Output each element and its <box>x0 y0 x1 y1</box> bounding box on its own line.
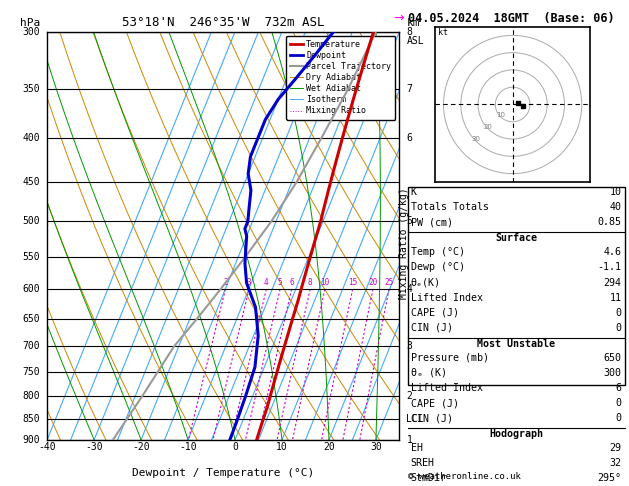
Text: -10: -10 <box>179 442 197 451</box>
Text: 40: 40 <box>610 202 621 212</box>
Text: 0: 0 <box>615 413 621 423</box>
Text: 650: 650 <box>23 314 40 324</box>
Text: CIN (J): CIN (J) <box>411 413 453 423</box>
Text: 8: 8 <box>406 27 413 36</box>
Text: 4: 4 <box>406 284 413 294</box>
Text: ASL: ASL <box>406 35 424 46</box>
Text: 800: 800 <box>23 391 40 401</box>
Text: 6: 6 <box>615 383 621 393</box>
Text: 750: 750 <box>23 367 40 377</box>
Text: © weatheronline.co.uk: © weatheronline.co.uk <box>408 472 520 481</box>
Text: 400: 400 <box>23 134 40 143</box>
Text: 10: 10 <box>276 442 288 451</box>
Text: θₑ (K): θₑ (K) <box>411 368 447 378</box>
Text: 300: 300 <box>23 27 40 36</box>
Text: Dewp (°C): Dewp (°C) <box>411 262 465 273</box>
Text: Pressure (mb): Pressure (mb) <box>411 353 489 363</box>
Text: Temp (°C): Temp (°C) <box>411 247 465 258</box>
Text: 450: 450 <box>23 177 40 187</box>
Text: 32: 32 <box>610 458 621 469</box>
Text: Most Unstable: Most Unstable <box>477 339 555 349</box>
Text: 294: 294 <box>603 278 621 288</box>
Text: 4: 4 <box>264 278 269 287</box>
Text: →: → <box>393 12 404 25</box>
Text: -20: -20 <box>132 442 150 451</box>
Text: 2: 2 <box>223 278 228 287</box>
Text: 500: 500 <box>23 216 40 226</box>
Text: -30: -30 <box>86 442 103 451</box>
Text: 550: 550 <box>23 252 40 262</box>
Text: 700: 700 <box>23 342 40 351</box>
Text: 30: 30 <box>370 442 382 451</box>
Text: Lifted Index: Lifted Index <box>411 383 482 393</box>
Text: 0.85: 0.85 <box>598 217 621 227</box>
Text: 6: 6 <box>406 134 413 143</box>
Text: 04.05.2024  18GMT  (Base: 06): 04.05.2024 18GMT (Base: 06) <box>408 12 614 25</box>
Text: 10: 10 <box>320 278 330 287</box>
Text: CAPE (J): CAPE (J) <box>411 398 459 408</box>
Text: 650: 650 <box>603 353 621 363</box>
Text: CAPE (J): CAPE (J) <box>411 308 459 318</box>
Text: -1.1: -1.1 <box>598 262 621 273</box>
Text: 20: 20 <box>484 123 493 130</box>
Text: StmDir: StmDir <box>411 473 447 484</box>
Text: CIN (J): CIN (J) <box>411 323 453 333</box>
Text: PW (cm): PW (cm) <box>411 217 453 227</box>
Text: hPa: hPa <box>20 17 40 28</box>
Text: 5: 5 <box>278 278 282 287</box>
Text: Mixing Ratio (g/kg): Mixing Ratio (g/kg) <box>399 187 409 299</box>
Text: SREH: SREH <box>411 458 435 469</box>
Text: Totals Totals: Totals Totals <box>411 202 489 212</box>
Text: LCL: LCL <box>406 414 424 424</box>
Text: Hodograph: Hodograph <box>489 429 543 439</box>
Text: 4.6: 4.6 <box>603 247 621 258</box>
Text: 11: 11 <box>610 293 621 303</box>
Text: 0: 0 <box>615 398 621 408</box>
Text: 0: 0 <box>232 442 238 451</box>
Text: 850: 850 <box>23 414 40 424</box>
Text: 20: 20 <box>369 278 377 287</box>
Text: 5: 5 <box>406 216 413 226</box>
Text: 30: 30 <box>472 136 481 142</box>
Text: 29: 29 <box>610 443 621 453</box>
Text: 7: 7 <box>406 84 413 94</box>
Text: 8: 8 <box>308 278 313 287</box>
Text: 6: 6 <box>289 278 294 287</box>
Text: 25: 25 <box>384 278 394 287</box>
Text: 15: 15 <box>348 278 357 287</box>
Text: 350: 350 <box>23 84 40 94</box>
Text: 900: 900 <box>23 435 40 445</box>
Text: 300: 300 <box>603 368 621 378</box>
Text: km: km <box>406 17 420 28</box>
Text: 0: 0 <box>615 323 621 333</box>
Text: K: K <box>411 187 417 197</box>
Text: kt: kt <box>438 28 448 37</box>
Text: 3: 3 <box>247 278 252 287</box>
Text: 0: 0 <box>615 308 621 318</box>
Text: -40: -40 <box>38 442 56 451</box>
Text: EH: EH <box>411 443 423 453</box>
Text: 10: 10 <box>496 112 505 118</box>
Text: 3: 3 <box>406 342 413 351</box>
Text: 1: 1 <box>406 435 413 445</box>
Text: Surface: Surface <box>495 233 537 243</box>
Text: Lifted Index: Lifted Index <box>411 293 482 303</box>
Text: 20: 20 <box>323 442 335 451</box>
Legend: Temperature, Dewpoint, Parcel Trajectory, Dry Adiabat, Wet Adiabat, Isotherm, Mi: Temperature, Dewpoint, Parcel Trajectory… <box>286 36 395 120</box>
Text: 600: 600 <box>23 284 40 294</box>
Text: 295°: 295° <box>598 473 621 484</box>
Text: Dewpoint / Temperature (°C): Dewpoint / Temperature (°C) <box>132 469 314 478</box>
Text: θₑ(K): θₑ(K) <box>411 278 441 288</box>
Title: 53°18'N  246°35'W  732m ASL: 53°18'N 246°35'W 732m ASL <box>122 16 325 29</box>
Text: 2: 2 <box>406 391 413 401</box>
Text: 10: 10 <box>610 187 621 197</box>
